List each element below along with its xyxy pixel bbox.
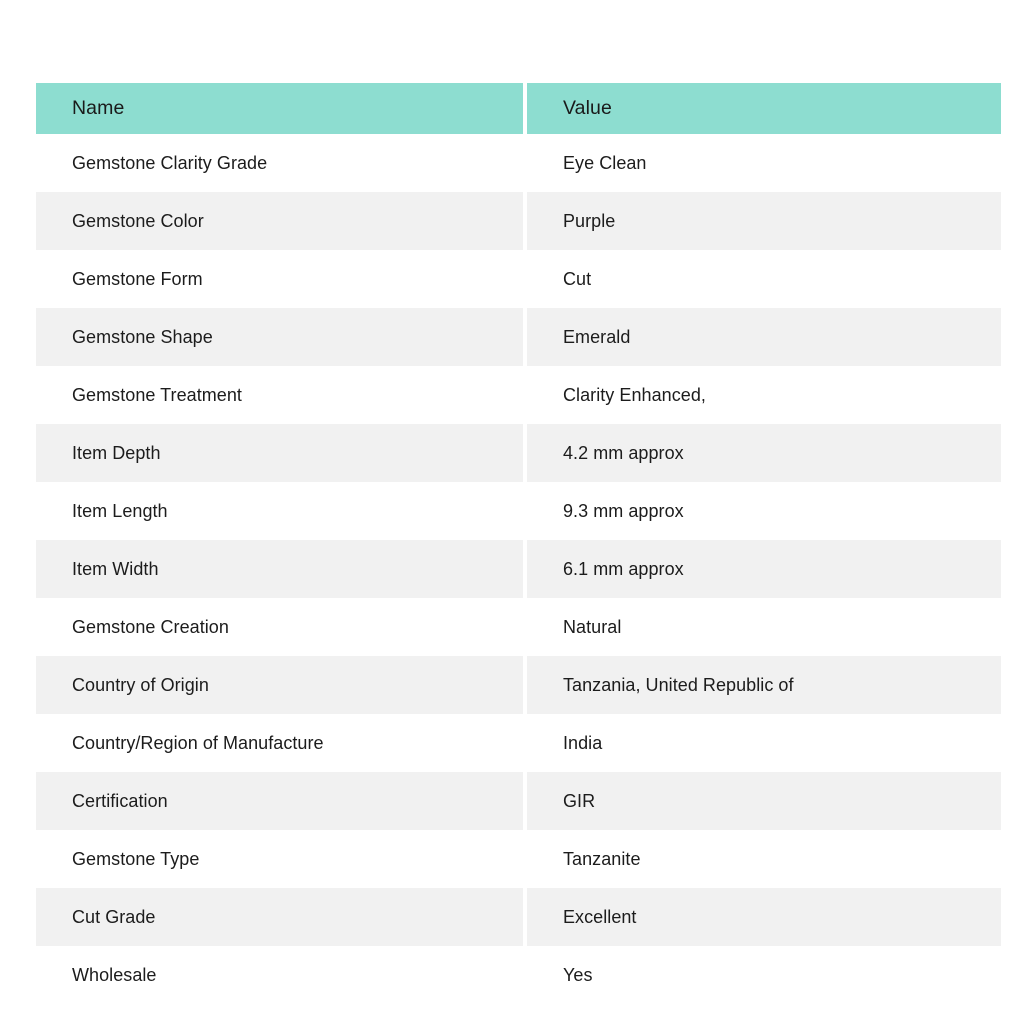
- column-header-value: Value: [527, 83, 1001, 134]
- cell-value: Cut: [527, 250, 1001, 308]
- table-row: Gemstone Type Tanzanite: [36, 830, 1001, 888]
- table-body: Gemstone Clarity Grade Eye Clean Gemstone …: [36, 134, 1001, 1004]
- cell-name: Item Width: [36, 540, 523, 598]
- cell-value: 4.2 mm approx: [527, 424, 1001, 482]
- column-divider: [523, 250, 527, 308]
- column-divider: [523, 134, 527, 192]
- table-row: Gemstone Form Cut: [36, 250, 1001, 308]
- column-divider: [523, 366, 527, 424]
- cell-name: Gemstone Creation: [36, 598, 523, 656]
- cell-value: Tanzanite: [527, 830, 1001, 888]
- column-divider: [523, 714, 527, 772]
- column-divider: [523, 656, 527, 714]
- cell-name: Item Depth: [36, 424, 523, 482]
- table-row: Cut Grade Excellent: [36, 888, 1001, 946]
- column-divider: [523, 598, 527, 656]
- table-row: Certification GIR: [36, 772, 1001, 830]
- table-header: Name Value: [36, 83, 1001, 134]
- cell-name: Gemstone Shape: [36, 308, 523, 366]
- table-row: Gemstone Shape Emerald: [36, 308, 1001, 366]
- column-divider: [523, 540, 527, 598]
- column-divider: [523, 482, 527, 540]
- cell-name: Gemstone Clarity Grade: [36, 134, 523, 192]
- column-divider: [523, 946, 527, 1004]
- cell-name: Cut Grade: [36, 888, 523, 946]
- cell-name: Country of Origin: [36, 656, 523, 714]
- cell-value: Yes: [527, 946, 1001, 1004]
- table-row: Gemstone Color Purple: [36, 192, 1001, 250]
- column-divider: [523, 424, 527, 482]
- cell-name: Gemstone Type: [36, 830, 523, 888]
- column-divider: [523, 192, 527, 250]
- cell-name: Gemstone Treatment: [36, 366, 523, 424]
- cell-value: Eye Clean: [527, 134, 1001, 192]
- table-row: Item Length 9.3 mm approx: [36, 482, 1001, 540]
- table-row: Item Depth 4.2 mm approx: [36, 424, 1001, 482]
- column-divider: [523, 772, 527, 830]
- cell-value: 9.3 mm approx: [527, 482, 1001, 540]
- cell-name: Wholesale: [36, 946, 523, 1004]
- table-row: Gemstone Creation Natural: [36, 598, 1001, 656]
- column-divider: [523, 308, 527, 366]
- specifications-table-container: Name Value Gemstone Clarity Grade Eye Cle…: [36, 83, 1001, 1004]
- column-divider: [523, 888, 527, 946]
- column-divider: [523, 83, 527, 134]
- cell-name: Certification: [36, 772, 523, 830]
- cell-value: Emerald: [527, 308, 1001, 366]
- table-row: Wholesale Yes: [36, 946, 1001, 1004]
- column-divider: [523, 830, 527, 888]
- table-row: Gemstone Clarity Grade Eye Clean: [36, 134, 1001, 192]
- table-row: Gemstone Treatment Clarity Enhanced,: [36, 366, 1001, 424]
- cell-value: Excellent: [527, 888, 1001, 946]
- table-row: Country of Origin Tanzania, United Republ…: [36, 656, 1001, 714]
- cell-value: Clarity Enhanced,: [527, 366, 1001, 424]
- cell-name: Country/Region of Manufacture: [36, 714, 523, 772]
- table-row: Country/Region of Manufacture India: [36, 714, 1001, 772]
- table-header-row: Name Value: [36, 83, 1001, 134]
- cell-name: Gemstone Color: [36, 192, 523, 250]
- cell-value: India: [527, 714, 1001, 772]
- table-row: Item Width 6.1 mm approx: [36, 540, 1001, 598]
- cell-value: Tanzania, United Republic of: [527, 656, 1001, 714]
- specifications-table: Name Value Gemstone Clarity Grade Eye Cle…: [36, 83, 1001, 1004]
- cell-name: Gemstone Form: [36, 250, 523, 308]
- cell-value: 6.1 mm approx: [527, 540, 1001, 598]
- cell-value: Purple: [527, 192, 1001, 250]
- cell-value: GIR: [527, 772, 1001, 830]
- cell-name: Item Length: [36, 482, 523, 540]
- column-header-name: Name: [36, 83, 523, 134]
- cell-value: Natural: [527, 598, 1001, 656]
